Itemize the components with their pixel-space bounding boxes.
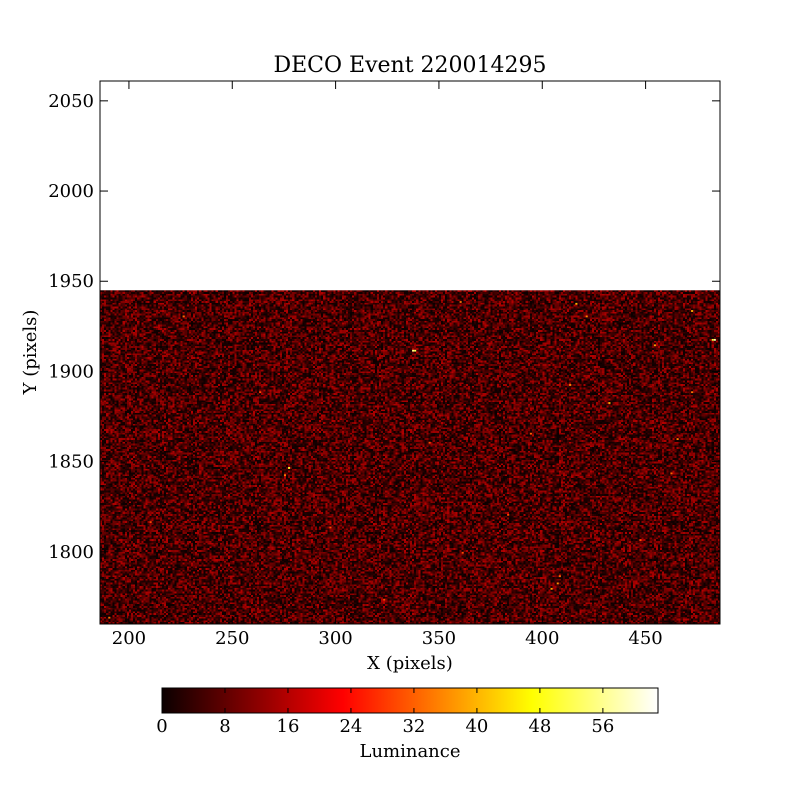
chart-title: DECO Event 220014295 [273,53,546,78]
colorbar-ticks: 0 8 16 24 32 40 48 56 [156,688,614,737]
hot-pixel [575,302,578,305]
colorbar-label: Luminance [359,741,460,762]
hot-pixel [428,441,431,444]
colorbar-gradient [161,687,659,714]
hot-pixel [711,338,714,341]
x-tick-label: 450 [628,628,662,649]
hot-pixel [149,521,152,523]
hot-pixel [670,472,673,475]
y-tick-label: 1900 [48,361,94,382]
hot-pixel [653,344,656,347]
x-tick-label: 300 [318,628,352,649]
hot-pixel [182,315,185,318]
colorbar-tick-label: 56 [591,716,614,737]
y-tick-label: 1850 [48,452,94,473]
luminance-heatmap [100,290,720,624]
hot-pixel [383,598,386,601]
hot-pixel [459,301,462,303]
hot-pixel [713,338,716,341]
hot-pixel [639,539,642,542]
x-tick-label: 400 [525,628,559,649]
hot-pixel [461,551,464,554]
x-axis-label: X (pixels) [367,653,453,674]
luminance-raster [100,290,720,624]
hot-pixel [412,349,415,352]
hot-pixel [507,513,510,516]
colorbar-tick-label: 24 [339,716,362,737]
y-axis-label: Y (pixels) [20,310,41,396]
hot-pixel [108,616,111,619]
hot-pixel [283,474,286,477]
hot-pixel [329,526,332,529]
colorbar-tick-label: 40 [465,716,488,737]
colorbar-tick-label: 32 [402,716,425,737]
x-axis-ticks: 200 250 300 350 400 450 [112,81,663,649]
y-tick-label: 1800 [48,542,94,563]
hot-pixels [108,301,716,619]
hot-pixel [676,438,679,440]
y-tick-label: 2050 [48,91,94,112]
hot-pixel [259,391,262,394]
hot-pixel [558,575,561,578]
hot-pixel [691,310,694,312]
colorbar-tick-label: 8 [219,716,230,737]
y-tick-label: 2000 [48,181,94,202]
hot-pixel [691,391,694,394]
plot-frame [99,80,721,625]
x-tick-label: 200 [112,628,146,649]
x-tick-label: 350 [422,628,456,649]
y-axis-ticks: 1800 1850 1900 1950 2000 2050 [48,91,720,563]
colorbar-tick-label: 48 [528,716,551,737]
hot-pixel [585,315,588,318]
hot-pixel [529,432,532,435]
x-tick-label: 250 [215,628,249,649]
colorbar-tick-label: 16 [277,716,300,737]
hot-pixel [414,349,417,352]
colorbar: 0 8 16 24 32 40 48 56 Luminance [156,687,659,762]
hot-pixel [569,384,572,386]
hot-pixel [550,587,553,590]
hot-pixel [556,582,559,585]
hot-pixel [608,402,611,404]
colorbar-tick-label: 0 [156,716,167,737]
hot-pixel [288,467,291,469]
y-tick-label: 1950 [48,271,94,292]
